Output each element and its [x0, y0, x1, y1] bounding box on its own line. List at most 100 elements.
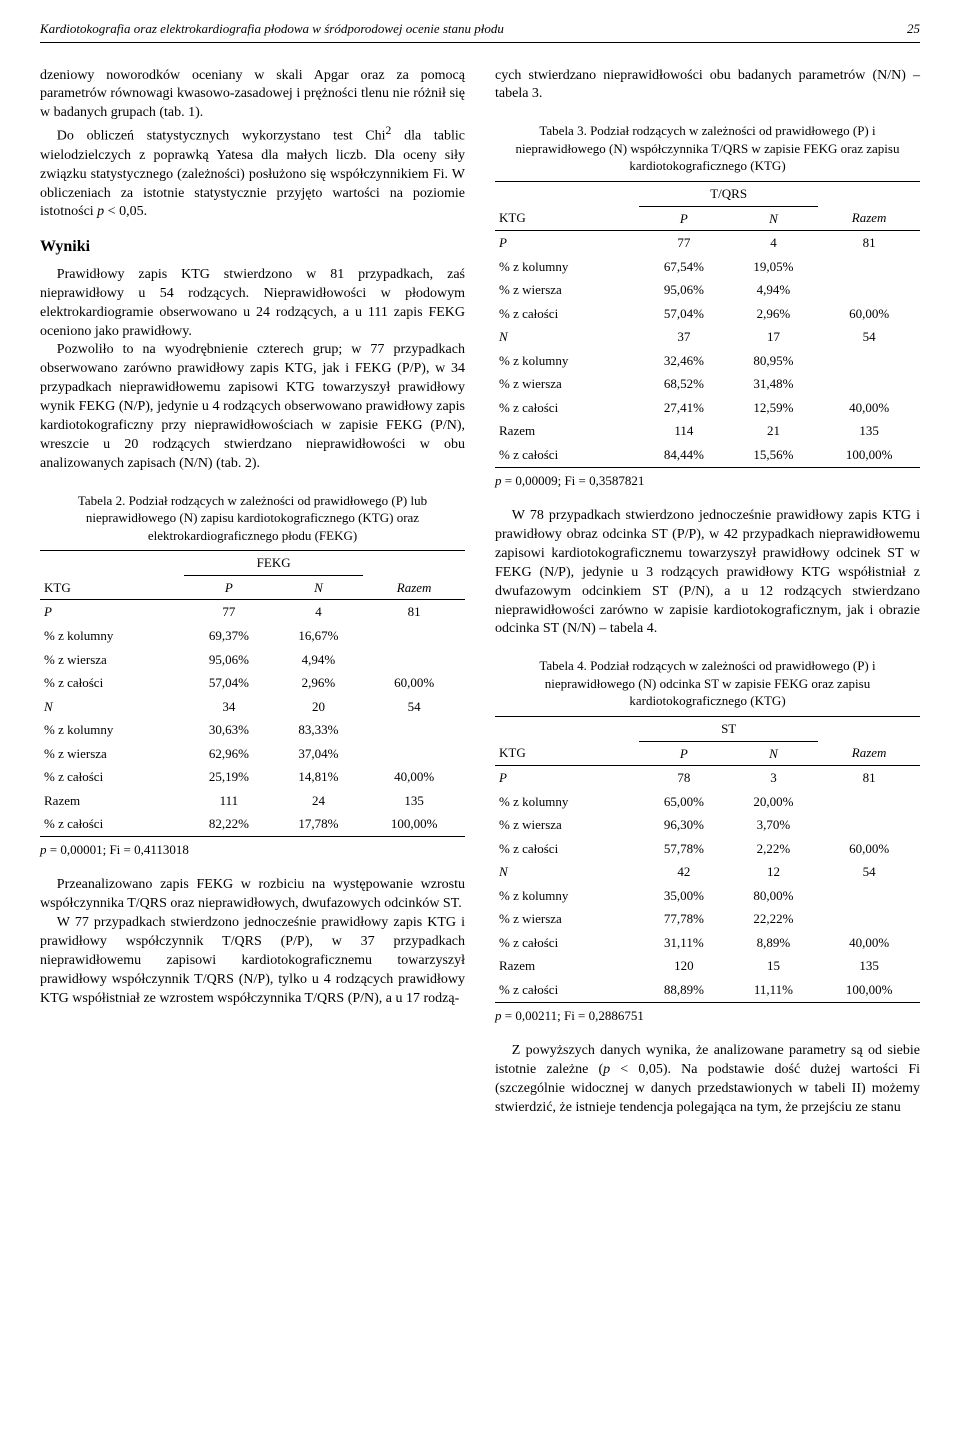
table-cell: % z całości [495, 978, 639, 1002]
table-column-header: N [729, 741, 819, 766]
table-cell: 57,78% [639, 837, 729, 861]
table-cell: 65,00% [639, 790, 729, 814]
table-cell [818, 884, 920, 908]
left-column: dzeniowy noworodków oceniany w skali Apg… [40, 67, 465, 1118]
table2-caption: Tabela 2. Podział rodzących w zależności… [40, 492, 465, 545]
table-cell: 22,22% [729, 907, 819, 931]
page-header: Kardiotokografia oraz elektrokardiografi… [40, 20, 920, 43]
table-cell: 16,67% [274, 624, 364, 648]
table-cell: 20 [274, 695, 364, 719]
table-cell: P [495, 766, 639, 790]
table-cell [818, 790, 920, 814]
table-column-header: P [639, 741, 729, 766]
table-cell: 2,22% [729, 837, 819, 861]
table-cell: Razem [495, 954, 639, 978]
table-column-header: P [184, 575, 274, 600]
table3: T/QRSKTGPNRazemP77481% z kolumny67,54%19… [495, 181, 920, 468]
para-st-results: W 78 przypadkach stwierdzono jednocześni… [495, 507, 920, 639]
table-column-header: N [729, 206, 819, 231]
table-cell: 40,00% [818, 396, 920, 420]
table-cell: % z wiersza [495, 278, 639, 302]
table-cell: 135 [818, 419, 920, 443]
table-cell: 25,19% [184, 765, 274, 789]
table-cell: 31,48% [729, 372, 819, 396]
para-conclusion: Z powyższych danych wynika, że analizowa… [495, 1042, 920, 1118]
table-cell: 54 [363, 695, 465, 719]
table-cell: 100,00% [818, 978, 920, 1002]
table-cell [818, 255, 920, 279]
table-cell: 60,00% [818, 837, 920, 861]
table-cell: % z całości [495, 396, 639, 420]
table-cell: 14,81% [274, 765, 364, 789]
table-cell: 96,30% [639, 813, 729, 837]
table-cell: N [495, 860, 639, 884]
table-cell: 111 [184, 789, 274, 813]
table-cell: 95,06% [184, 648, 274, 672]
table-cell: % z kolumny [495, 790, 639, 814]
table-cell: 24 [274, 789, 364, 813]
table-cell: 12,59% [729, 396, 819, 420]
para-methods: Do obliczeń statystycznych wykorzystano … [40, 123, 465, 222]
table4: STKTGPNRazemP78381% z kolumny65,00%20,00… [495, 716, 920, 1003]
para-intro-continued: dzeniowy noworodków oceniany w skali Apg… [40, 67, 465, 124]
table-cell: % z kolumny [495, 349, 639, 373]
table-cell [363, 718, 465, 742]
table-cell: 114 [639, 419, 729, 443]
para-fekg-analysis: Przeanalizowano zapis FEKG w rozbiciu na… [40, 876, 465, 914]
table-cell [818, 372, 920, 396]
table-group-header: ST [639, 716, 818, 741]
table-cell: 62,96% [184, 742, 274, 766]
table-cell: % z wiersza [495, 372, 639, 396]
table-cell: % z całości [495, 931, 639, 955]
table-column-header: Razem [363, 575, 465, 600]
table-cell: 3 [729, 766, 819, 790]
table-cell: 21 [729, 419, 819, 443]
table-cell [363, 624, 465, 648]
table-cell: 77,78% [639, 907, 729, 931]
table-cell: 8,89% [729, 931, 819, 955]
table-cell: P [495, 231, 639, 255]
table-cell: 37 [639, 325, 729, 349]
table3-pvalue: p = 0,00009; Fi = 0,3587821 [495, 472, 920, 490]
table-cell [363, 648, 465, 672]
table-cell: % z kolumny [495, 884, 639, 908]
results-heading: Wyniki [40, 236, 465, 258]
table-cell: % z kolumny [495, 255, 639, 279]
para-results-2: Pozwoliło to na wyodrębnienie czterech g… [40, 341, 465, 473]
table-cell: 100,00% [363, 812, 465, 836]
table-column-header: Razem [818, 206, 920, 231]
table-cell: 4,94% [274, 648, 364, 672]
table-cell: 40,00% [818, 931, 920, 955]
table-group-header: FEKG [184, 551, 363, 576]
table-cell: % z wiersza [495, 907, 639, 931]
table-cell: 83,33% [274, 718, 364, 742]
table-cell: 17,78% [274, 812, 364, 836]
content-columns: dzeniowy noworodków oceniany w skali Apg… [40, 67, 920, 1118]
table-cell: 34 [184, 695, 274, 719]
table-cell: Razem [40, 789, 184, 813]
page-number: 25 [907, 20, 920, 38]
table-group-header: T/QRS [639, 181, 818, 206]
table-column-header: Razem [818, 741, 920, 766]
table-cell: 57,04% [184, 671, 274, 695]
table4-pvalue: p = 0,00211; Fi = 0,2886751 [495, 1007, 920, 1025]
table-cell: 19,05% [729, 255, 819, 279]
table-cell: 54 [818, 860, 920, 884]
para-tqrs-continued: cych stwierdzano nieprawidłowości obu ba… [495, 67, 920, 105]
table-cell: 80,00% [729, 884, 819, 908]
table-cell: 15 [729, 954, 819, 978]
right-column: cych stwierdzano nieprawidłowości obu ba… [495, 67, 920, 1118]
table2-pvalue: p = 0,00001; Fi = 0,4113018 [40, 841, 465, 859]
table-cell: 40,00% [363, 765, 465, 789]
table-cell: % z kolumny [40, 718, 184, 742]
table-cell: 4 [274, 600, 364, 624]
table-cell: 31,11% [639, 931, 729, 955]
table-column-header: N [274, 575, 364, 600]
table-cell: 42 [639, 860, 729, 884]
table-cell: 135 [363, 789, 465, 813]
table-cell [818, 278, 920, 302]
para-tqrs-results: W 77 przypadkach stwierdzono jednocześni… [40, 914, 465, 1008]
table-cell: % z całości [495, 302, 639, 326]
header-title: Kardiotokografia oraz elektrokardiografi… [40, 20, 504, 38]
table4-caption: Tabela 4. Podział rodzących w zależności… [495, 657, 920, 710]
